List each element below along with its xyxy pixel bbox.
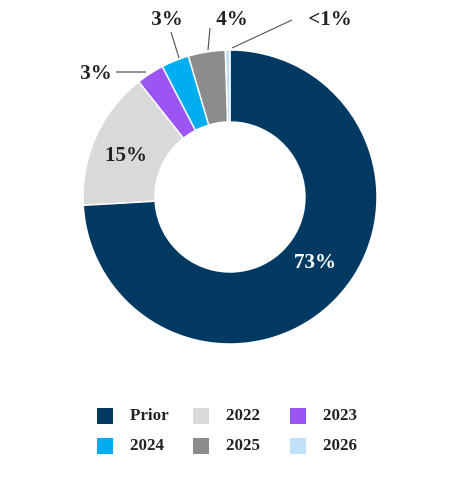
data-label: 3%: [151, 6, 183, 30]
data-label: 15%: [105, 142, 147, 166]
data-label: 73%: [294, 249, 336, 273]
legend-swatch: [290, 408, 306, 424]
leader-line: [170, 31, 180, 59]
slice: [224, 49, 231, 123]
legend-label: 2022: [226, 405, 260, 424]
legend-swatch: [193, 438, 209, 454]
legend-label: 2025: [226, 435, 260, 454]
slice: [82, 49, 378, 345]
legend-label: 2024: [130, 435, 165, 454]
leader-line: [231, 19, 293, 49]
legend-swatch: [290, 438, 306, 454]
data-label: <1%: [308, 6, 351, 30]
legend-label: Prior: [130, 405, 169, 424]
legend-swatch: [193, 408, 209, 424]
data-label: 3%: [80, 60, 112, 84]
leader-line: [207, 27, 211, 51]
legend-swatch: [97, 438, 113, 454]
legend-swatch: [97, 408, 113, 424]
data-label: 4%: [216, 6, 248, 30]
legend-label: 2026: [323, 435, 357, 454]
legend-label: 2023: [323, 405, 357, 424]
